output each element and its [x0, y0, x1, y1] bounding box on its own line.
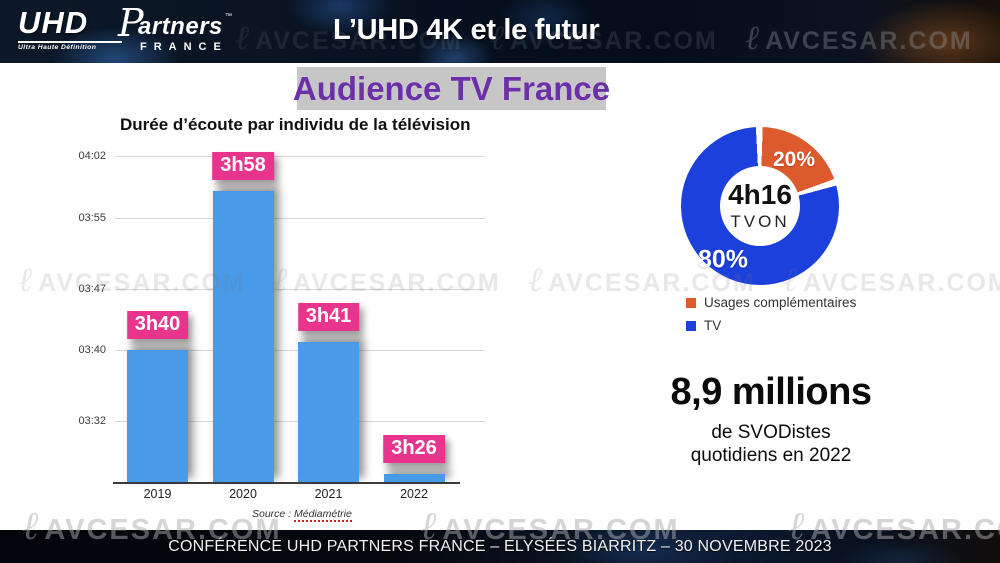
bar-2021: [298, 341, 359, 482]
section-banner-title: Audience TV France: [292, 69, 611, 107]
stat-headline: 8,9 millions: [670, 371, 872, 413]
x-axis-label: 2021: [314, 487, 343, 501]
legend-label: TV: [704, 318, 722, 333]
donut-center-value: 4h16: [728, 178, 792, 210]
footer-text: CONFÉRENCE UHD PARTNERS FRANCE – ELYSÉES…: [168, 537, 832, 555]
x-axis-label: 2020: [229, 487, 257, 501]
gridline: [115, 288, 485, 290]
bar-value-badge: 3h40: [126, 311, 189, 340]
gridline: [115, 217, 485, 219]
y-axis-tick: 04:02: [78, 150, 106, 162]
donut-slice-label-usages: 20%: [772, 148, 816, 171]
stat-line1: de SVODistes: [711, 422, 831, 443]
legend-item: Usages complémentaires: [686, 295, 856, 310]
logo-uhd-text: UHD: [18, 5, 89, 40]
chart-source-prefix: Source :: [252, 508, 295, 520]
bar-chart-title: Durée d’écoute par individu de la télévi…: [120, 115, 471, 134]
bar-2022: [383, 474, 445, 482]
logo-country-text: FRANCE: [140, 41, 228, 53]
y-axis-tick: 03:47: [78, 282, 106, 295]
trademark-symbol: ™: [225, 13, 232, 20]
y-axis-tick: 03:55: [78, 211, 106, 224]
logo-subtitle: Ultra Haute Définition: [18, 41, 122, 51]
bar-value-badge: 3h58: [212, 152, 274, 181]
bar-2020: [212, 191, 274, 482]
stat-block: 8,9 millions de SVODistes quotidiens en …: [610, 372, 932, 467]
chart-source: Source : Médiamétrie: [252, 508, 352, 522]
stat-line2: quotidiens en 2022: [690, 445, 852, 466]
bar-value-badge: 3h41: [297, 302, 360, 331]
x-axis-line: [113, 482, 460, 484]
legend-swatch: [686, 297, 696, 308]
y-axis-tick: 03:32: [78, 415, 106, 428]
footer-bar: CONFÉRENCE UHD PARTNERS FRANCE – ELYSÉES…: [0, 530, 1000, 563]
donut-legend: Usages complémentaires TV: [686, 295, 856, 333]
logo-partners-text: artners: [138, 13, 223, 40]
y-axis-tick: 03:40: [78, 344, 106, 357]
slide-title: L’UHD 4K et le futur: [333, 14, 600, 46]
donut-center: 4h16 TVON: [720, 166, 800, 246]
header-bar: UHD Ultra Haute Définition P artners ™ F…: [0, 0, 1000, 63]
bar-2019: [127, 350, 188, 482]
legend-item: TV: [686, 318, 856, 333]
donut-chart: 4h16 TVON: [681, 127, 839, 285]
donut-center-label: TVON: [730, 211, 790, 231]
legend-label: Usages complémentaires: [704, 295, 857, 310]
bar-value-badge: 3h26: [383, 435, 445, 464]
section-banner: Audience TV France: [293, 67, 610, 110]
gridline: [115, 156, 485, 157]
uhd-partners-logo: UHD Ultra Haute Définition P artners ™ F…: [18, 1, 232, 59]
legend-swatch: [686, 320, 696, 331]
donut-slice-label-tv: 80%: [697, 245, 749, 274]
chart-source-name: Médiamétrie: [294, 508, 352, 522]
x-axis-label: 2019: [143, 487, 172, 501]
x-axis-label: 2022: [400, 487, 428, 501]
logo-partners-initial: P: [118, 1, 144, 45]
